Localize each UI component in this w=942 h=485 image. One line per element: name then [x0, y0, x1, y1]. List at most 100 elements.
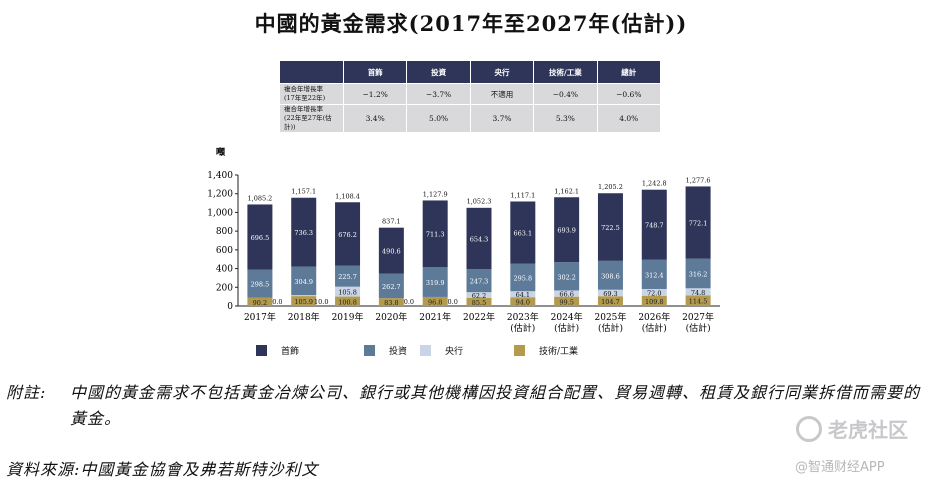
legend-item-investment: 投資	[364, 344, 407, 357]
x-tick-label: 2022年	[463, 311, 495, 323]
bar-data-label: 66.6	[559, 291, 573, 299]
bar-data-label: 312.4	[645, 271, 664, 279]
bar-data-label: 96.8	[428, 298, 442, 306]
x-tick-label: 2017年	[244, 311, 276, 323]
legend-label: 首飾	[281, 347, 300, 357]
bar-segment	[378, 273, 404, 299]
bar-data-label: 247.3	[470, 278, 489, 286]
bar-data-label: 295.8	[514, 274, 533, 282]
x-tick-label: 2020年	[375, 311, 407, 323]
legend-label: 技術/工業	[539, 347, 579, 357]
bar-data-label: 105.8	[338, 289, 357, 297]
bar-data-label: 83.8	[384, 299, 398, 307]
table-cell: −1.2%	[342, 83, 408, 105]
bar-data-label: 0.0	[272, 298, 282, 306]
cagr-table-header-row: 首飾 投資 央行 技術/工業 總計	[279, 60, 662, 84]
bar-total-label: 1,085.2	[248, 194, 273, 202]
bar-data-label: 696.5	[251, 234, 270, 242]
footnote-text: 中國的黃金需求不包括黃金冶煉公司、銀行或其他機構因投資組合配置、貿易週轉、租賃及…	[70, 383, 921, 428]
bar-data-label: 225.7	[338, 273, 357, 281]
bar-data-label: 304.9	[294, 278, 313, 286]
y-tick-label: 800	[216, 227, 233, 237]
bar-segment	[422, 200, 448, 268]
bar-data-label: 114.5	[689, 298, 708, 306]
bar-data-label: 490.6	[382, 248, 401, 256]
y-tick-label: 400	[216, 265, 233, 275]
bar-data-label: 74.8	[691, 289, 705, 297]
bar-data-label: 693.9	[557, 227, 576, 235]
bar-data-label: 262.7	[382, 283, 401, 291]
bar-segment	[641, 259, 667, 289]
bar-segment	[597, 193, 623, 261]
x-tick-label: (估計)	[642, 322, 667, 334]
x-tick-label: 2019年	[332, 311, 364, 323]
legend-swatch	[514, 345, 525, 356]
bar-data-label: 10.0	[314, 298, 328, 306]
bar-segment	[685, 258, 711, 289]
bar-segment	[335, 296, 361, 306]
bar-total-label: 1,127.9	[423, 190, 448, 198]
bar-segment	[291, 295, 317, 297]
bar-data-label: 676.2	[338, 231, 357, 239]
bar-data-label: 722.5	[601, 224, 620, 232]
bar-segment	[685, 288, 711, 296]
y-tick-label: 1,200	[207, 190, 233, 200]
bar-segment	[335, 202, 361, 266]
bar-segment	[466, 207, 492, 270]
bar-segment	[422, 296, 448, 306]
legend-swatch	[364, 345, 375, 356]
bar-segment	[641, 189, 667, 260]
bar-total-label: 1,162.1	[554, 187, 579, 195]
bar-total-label: 1,242.8	[642, 180, 667, 188]
table-row: 複合年增長率 (22年至27年(估計)) 3.4% 5.0% 3.7% 5.3%…	[279, 104, 662, 133]
legend-swatch	[420, 345, 431, 356]
bar-segment	[641, 295, 667, 306]
y-tick-label: 200	[216, 283, 233, 293]
bar-data-label: 62.2	[472, 292, 486, 300]
x-tick-label: (估計)	[510, 322, 535, 334]
bar-data-label: 736.3	[294, 229, 313, 237]
table-header-cell: 總計	[596, 60, 662, 84]
bar-segment	[554, 296, 580, 306]
bar-segment	[685, 186, 711, 259]
table-header-cell	[279, 60, 344, 84]
bar-segment	[335, 286, 361, 297]
bar-segment	[510, 297, 536, 306]
table-cell: 不適用	[469, 83, 535, 105]
bar-total-label: 1,117.1	[510, 191, 535, 199]
table-cell: −3.7%	[406, 83, 471, 105]
table-header-cell: 技術/工業	[533, 60, 598, 84]
bar-segment	[510, 263, 536, 292]
bar-segment	[422, 267, 448, 297]
legend-label: 央行	[445, 347, 464, 357]
table-cell: 3.4%	[342, 104, 408, 133]
bar-data-label: 72.0	[647, 289, 661, 297]
watermark-text: 老虎社区	[828, 418, 908, 442]
watermark-logo-icon	[796, 415, 822, 442]
table-header-cell: 首飾	[342, 60, 408, 84]
bar-segment	[291, 266, 317, 296]
row-label-line: 複合年增長率	[284, 105, 323, 113]
bar-data-label: 0.0	[404, 298, 414, 306]
watermark-tiger: 老虎社区	[796, 414, 908, 443]
bar-total-label: 1,205.2	[598, 183, 623, 191]
x-tick-label: 2026年	[638, 311, 670, 323]
table-row: 複合年增長率 (17年至22年) −1.2% −3.7% 不適用 −0.4% −…	[279, 83, 662, 105]
x-tick-label: 2018年	[288, 311, 320, 323]
x-tick-label: (估計)	[686, 322, 711, 334]
bar-total-label: 1,157.1	[291, 188, 316, 196]
bar-segment	[510, 291, 536, 298]
bar-data-label: 316.2	[689, 270, 708, 278]
bar-segment	[597, 260, 623, 290]
y-tick-label: 1,400	[207, 171, 233, 181]
x-tick-label: (估計)	[598, 322, 623, 334]
bar-segment	[554, 290, 580, 297]
bar-data-label: 109.8	[645, 298, 664, 306]
bar-segment	[466, 297, 492, 306]
bar-total-label: 1,277.6	[686, 176, 711, 184]
bar-segment	[291, 296, 317, 306]
footnote-label: 附註:	[6, 383, 47, 402]
bar-segment	[510, 201, 536, 264]
table-header-cell: 投資	[406, 60, 471, 84]
bar-data-label: 85.5	[472, 299, 486, 307]
